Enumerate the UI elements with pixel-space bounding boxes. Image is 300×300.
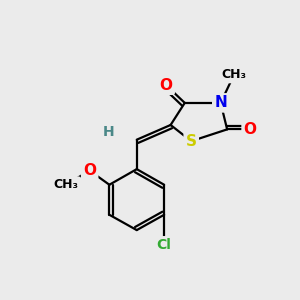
Text: CH₃: CH₃ <box>221 68 246 81</box>
Text: N: N <box>214 95 227 110</box>
Text: O: O <box>244 122 256 137</box>
Text: S: S <box>186 134 197 149</box>
Text: H: H <box>103 125 115 139</box>
Text: Cl: Cl <box>157 238 172 252</box>
Text: O: O <box>83 163 96 178</box>
Text: O: O <box>160 78 173 93</box>
Text: CH₃: CH₃ <box>54 178 79 191</box>
